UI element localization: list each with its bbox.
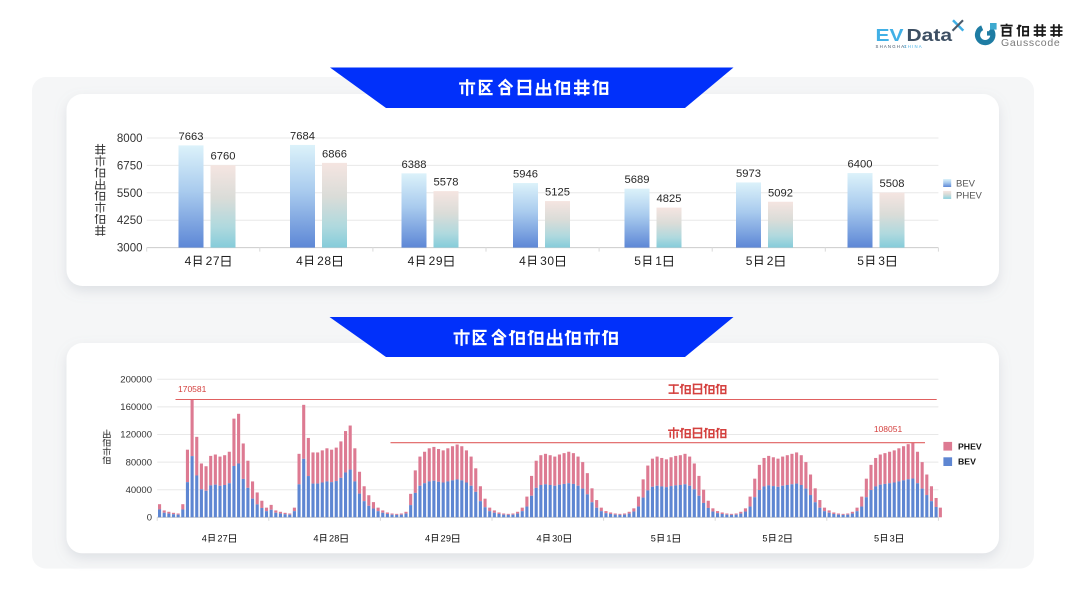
svg-text:5125: 5125 xyxy=(545,187,570,199)
svg-text:5689: 5689 xyxy=(625,174,650,186)
svg-text:9: 9 xyxy=(436,254,443,268)
svg-text:0: 0 xyxy=(547,254,554,268)
svg-text:Data: Data xyxy=(907,25,953,45)
svg-text:3: 3 xyxy=(878,254,885,268)
svg-text:6760: 6760 xyxy=(211,151,236,163)
svg-text:6400: 6400 xyxy=(848,159,873,171)
svg-text:4: 4 xyxy=(185,254,192,268)
svg-text:6750: 6750 xyxy=(117,160,143,172)
svg-text:PHEV: PHEV xyxy=(958,441,982,451)
svg-text:3000: 3000 xyxy=(117,243,143,255)
svg-text:5508: 5508 xyxy=(880,178,905,190)
svg-text:2: 2 xyxy=(206,254,213,268)
svg-text:7684: 7684 xyxy=(290,130,315,142)
svg-text:9: 9 xyxy=(446,533,451,543)
svg-text:3: 3 xyxy=(552,533,557,543)
svg-text:4: 4 xyxy=(519,254,526,268)
svg-text:5: 5 xyxy=(857,254,864,268)
svg-text:3: 3 xyxy=(890,533,895,543)
svg-text:2: 2 xyxy=(441,533,446,543)
svg-text:5946: 5946 xyxy=(513,169,538,181)
svg-text:3: 3 xyxy=(540,254,547,268)
svg-text:5500: 5500 xyxy=(117,188,143,200)
svg-text:2: 2 xyxy=(429,254,436,268)
svg-text:7: 7 xyxy=(213,254,220,268)
svg-text:2: 2 xyxy=(767,254,774,268)
svg-text:5578: 5578 xyxy=(434,177,459,189)
svg-text:4250: 4250 xyxy=(117,215,143,227)
svg-text:5: 5 xyxy=(634,254,641,268)
svg-text:8000: 8000 xyxy=(117,133,143,145)
svg-text:2: 2 xyxy=(778,533,783,543)
svg-text:SHANGHAI: SHANGHAI xyxy=(876,44,908,49)
svg-text:170581: 170581 xyxy=(178,384,207,394)
svg-text:160000: 160000 xyxy=(120,402,152,413)
svg-text:0: 0 xyxy=(147,513,152,524)
svg-text:5: 5 xyxy=(874,533,879,543)
svg-text:4: 4 xyxy=(296,254,303,268)
svg-text:4: 4 xyxy=(408,254,415,268)
svg-text:6866: 6866 xyxy=(322,148,347,160)
svg-text:5: 5 xyxy=(762,533,767,543)
svg-text:5: 5 xyxy=(746,254,753,268)
svg-text:5: 5 xyxy=(651,533,656,543)
svg-text:8: 8 xyxy=(324,254,331,268)
svg-text:200000: 200000 xyxy=(120,375,152,386)
svg-text:80000: 80000 xyxy=(126,457,152,468)
svg-text:120000: 120000 xyxy=(120,430,152,441)
svg-text:1: 1 xyxy=(666,533,671,543)
svg-text:5973: 5973 xyxy=(736,168,761,180)
svg-text:40000: 40000 xyxy=(126,485,152,496)
svg-text:7: 7 xyxy=(223,533,228,543)
svg-text:108051: 108051 xyxy=(874,424,903,434)
svg-text:2: 2 xyxy=(317,254,324,268)
svg-text:PHEV: PHEV xyxy=(956,190,983,201)
svg-text:5092: 5092 xyxy=(768,187,793,199)
svg-text:4: 4 xyxy=(425,533,430,543)
svg-text:0: 0 xyxy=(557,533,562,543)
svg-text:6388: 6388 xyxy=(402,159,427,171)
svg-text:8: 8 xyxy=(334,533,339,543)
svg-text:4: 4 xyxy=(202,533,207,543)
svg-text:2: 2 xyxy=(329,533,334,543)
svg-text:BEV: BEV xyxy=(956,179,976,190)
svg-text:1: 1 xyxy=(655,254,662,268)
svg-text:2: 2 xyxy=(217,533,222,543)
svg-text:4: 4 xyxy=(537,533,542,543)
svg-text:4: 4 xyxy=(313,533,318,543)
svg-text:4825: 4825 xyxy=(657,193,682,205)
svg-text:BEV: BEV xyxy=(958,457,976,467)
svg-text:EV: EV xyxy=(876,25,904,45)
svg-text:7663: 7663 xyxy=(179,131,204,143)
svg-text:CHINA: CHINA xyxy=(904,44,923,49)
svg-text:Gausscode: Gausscode xyxy=(1001,37,1060,49)
